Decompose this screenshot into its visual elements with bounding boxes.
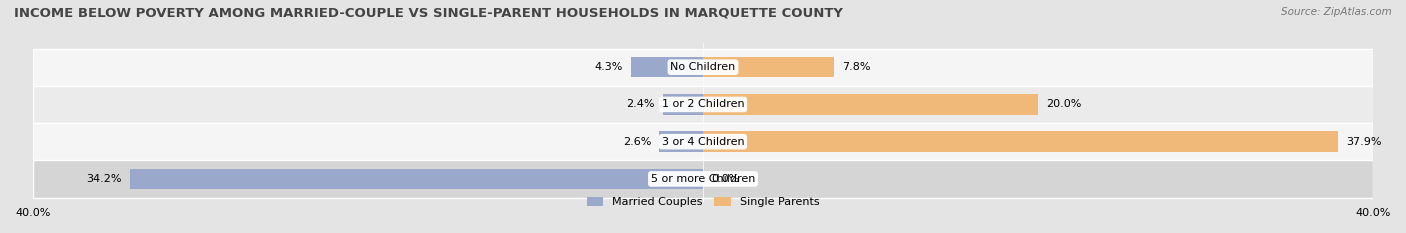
Text: 3 or 4 Children: 3 or 4 Children [662,137,744,147]
Text: 4.3%: 4.3% [595,62,623,72]
Bar [703,94,1038,115]
Bar [32,160,1374,198]
Text: 20.0%: 20.0% [1046,99,1081,110]
Text: 5 or more Children: 5 or more Children [651,174,755,184]
Text: 0.0%: 0.0% [711,174,740,184]
Text: 7.8%: 7.8% [842,62,870,72]
Bar [662,94,703,115]
Bar [129,169,703,189]
Bar [659,131,703,152]
Bar [631,57,703,77]
Text: 37.9%: 37.9% [1347,137,1382,147]
Text: Source: ZipAtlas.com: Source: ZipAtlas.com [1281,7,1392,17]
Bar [32,86,1374,123]
Text: 1 or 2 Children: 1 or 2 Children [662,99,744,110]
Bar [703,131,1339,152]
Text: INCOME BELOW POVERTY AMONG MARRIED-COUPLE VS SINGLE-PARENT HOUSEHOLDS IN MARQUET: INCOME BELOW POVERTY AMONG MARRIED-COUPL… [14,7,844,20]
Bar [32,48,1374,86]
Text: No Children: No Children [671,62,735,72]
Text: 2.4%: 2.4% [626,99,654,110]
Bar [32,123,1374,160]
Text: 2.6%: 2.6% [623,137,651,147]
Legend: Married Couples, Single Parents: Married Couples, Single Parents [583,193,823,210]
Bar [703,57,834,77]
Text: 34.2%: 34.2% [86,174,121,184]
